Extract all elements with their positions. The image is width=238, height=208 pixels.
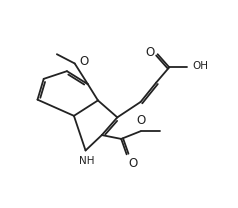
Text: OH: OH: [193, 61, 208, 71]
Text: O: O: [136, 114, 145, 127]
Text: O: O: [79, 55, 89, 68]
Text: O: O: [145, 46, 154, 59]
Text: O: O: [128, 157, 137, 170]
Text: NH: NH: [79, 156, 95, 166]
